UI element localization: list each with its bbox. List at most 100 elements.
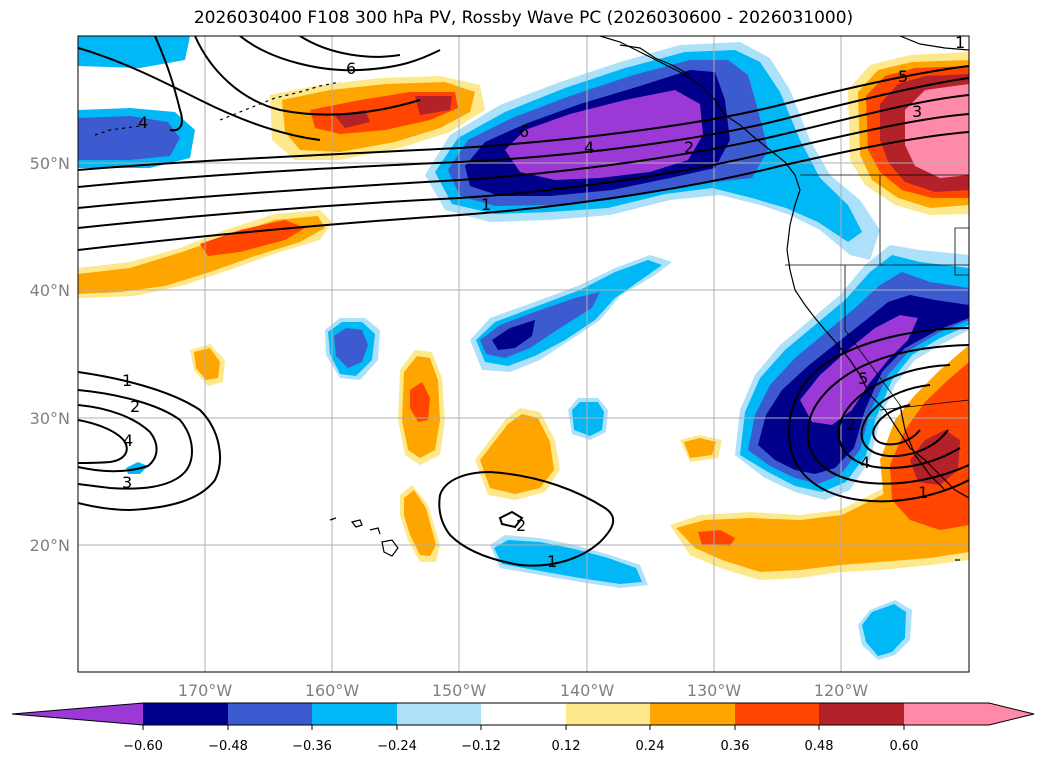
map-title: 2026030400 F108 300 hPa PV, Rossby Wave … <box>193 8 854 28</box>
contour-jet-2 <box>78 94 969 209</box>
longitude-labels: 170°W 160°W 150°W 140°W 130°W 120°W <box>178 681 869 700</box>
contour-nw-1 <box>78 47 321 141</box>
north-america-west-coast <box>599 36 969 499</box>
lon-label-130w: 130°W <box>687 681 742 700</box>
colorbar-swatch <box>650 703 735 725</box>
lon-label-170w: 170°W <box>178 681 233 700</box>
colorbar-tick-label: 0.24 <box>636 739 665 754</box>
contour-label: 4 <box>138 113 148 132</box>
positive-anomaly-small-west <box>190 344 225 386</box>
contour-label: 2 <box>130 397 140 416</box>
colorbar: −0.60 −0.48 −0.36 −0.24 −0.12 0.12 0.24 … <box>11 702 1035 754</box>
lat-label-50n: 50°N <box>30 154 70 173</box>
contour-west-3 <box>78 404 158 473</box>
contour-east-4 <box>860 384 949 458</box>
contour-east-1 <box>788 327 969 503</box>
colorbar-extend-max <box>989 703 1034 725</box>
contour-west-1 <box>78 371 221 512</box>
contour-west-4 <box>78 419 128 464</box>
colorbar-swatch <box>566 703 650 725</box>
colorbar-tick-label: 0.48 <box>805 739 834 754</box>
contour-nw-4 <box>239 36 441 72</box>
aleutian-islands <box>219 81 341 121</box>
contour-label: 2 <box>846 415 856 434</box>
colorbar-swatch <box>904 703 989 725</box>
northern-coast <box>899 36 969 51</box>
positive-anomaly-152w <box>398 350 445 465</box>
contour-label: 2 <box>684 138 694 157</box>
colorbar-tick-label: −0.24 <box>377 739 417 754</box>
contour-label: 5 <box>898 67 908 86</box>
negative-anomaly-south-band <box>490 535 648 588</box>
contour-nw-5 <box>299 36 401 58</box>
colorbar-swatch <box>312 703 397 725</box>
political-borders <box>785 174 969 411</box>
contour-jet-1 <box>78 77 969 188</box>
positive-anomaly-145w <box>475 408 560 500</box>
contour-label: 1 <box>122 371 132 390</box>
lat-label-20n: 20°N <box>30 536 70 555</box>
contour-central-inner <box>498 510 524 529</box>
contour-west-2 <box>78 389 193 490</box>
colorbar-extend-min <box>12 703 143 725</box>
contour-east-2 <box>806 344 969 485</box>
latitude-labels: 50°N 40°N 30°N 20°N <box>30 154 70 555</box>
negative-anomaly-nw <box>78 36 195 168</box>
colorbar-swatch <box>735 703 819 725</box>
alaska-panhandle-islands <box>619 44 691 76</box>
plot-frame <box>77 35 970 673</box>
hawaii-big-island <box>381 539 399 557</box>
contour-central-low <box>438 470 615 567</box>
colorbar-tick-marks <box>142 725 905 730</box>
colorbar-tick-label: 0.60 <box>890 739 919 754</box>
lon-label-150w: 150°W <box>432 681 487 700</box>
colorbar-tick-label: 0.36 <box>721 739 750 754</box>
colorbar-tick-label: −0.48 <box>208 739 248 754</box>
colorbar-tick-label: −0.12 <box>461 739 501 754</box>
colorbar-tick-label: −0.60 <box>123 739 163 754</box>
contour-east-5 <box>872 404 921 446</box>
contour-jet-3 <box>78 113 969 229</box>
contour-nw-2 <box>154 36 183 132</box>
coastlines <box>94 36 969 561</box>
contour-label: 6 <box>346 59 356 78</box>
contour-east-3 <box>837 364 961 470</box>
colorbar-ticks: −0.60 −0.48 −0.36 −0.24 −0.12 0.12 0.24 … <box>123 739 918 754</box>
state-border-ca-nv <box>844 265 901 406</box>
colorbar-swatch <box>397 703 481 725</box>
colorbar-swatch <box>228 703 312 725</box>
colorbar-swatch <box>819 703 904 725</box>
contour-label: 4 <box>123 431 133 450</box>
aleutian-islands-west <box>94 125 141 136</box>
lat-label-40n: 40°N <box>30 281 70 300</box>
colorbar-swatch <box>143 703 228 725</box>
us-mexico-border <box>879 399 969 411</box>
state-border-wy <box>954 227 969 276</box>
rossby-wave-contours <box>78 36 969 567</box>
negative-anomaly-central-streak <box>470 255 672 372</box>
positive-anomaly-north-pacific <box>270 76 485 160</box>
hawaiian-islands <box>329 517 399 557</box>
contour-label: 1 <box>918 483 928 502</box>
lon-label-120w: 120°W <box>814 681 869 700</box>
contour-labels: 6 4 6 4 2 1 5 3 1 2 4 3 2 1 5 2 4 1 1 <box>122 33 965 571</box>
hawaii-kauai <box>329 517 337 521</box>
contour-nw-3 <box>194 36 421 116</box>
contour-jet-4 <box>78 131 969 251</box>
negative-anomaly-south-small <box>858 600 912 660</box>
colorbar-swatch <box>481 703 566 725</box>
negative-anomaly-140w <box>568 398 608 440</box>
lat-label-30n: 30°N <box>30 409 70 428</box>
contour-label: 1 <box>547 552 557 571</box>
hawaii-oahu <box>350 519 363 528</box>
contour-label: 1 <box>481 195 491 214</box>
lon-label-140w: 140°W <box>560 681 615 700</box>
contour-label: 2 <box>516 516 526 535</box>
positive-anomaly-153w-south <box>400 485 440 562</box>
baja-gulf-coast <box>899 404 946 491</box>
contour-jet-5 <box>78 65 969 171</box>
contour-label: 1 <box>955 33 965 52</box>
contour-label: 5 <box>858 369 868 388</box>
contour-label: 6 <box>519 122 529 141</box>
